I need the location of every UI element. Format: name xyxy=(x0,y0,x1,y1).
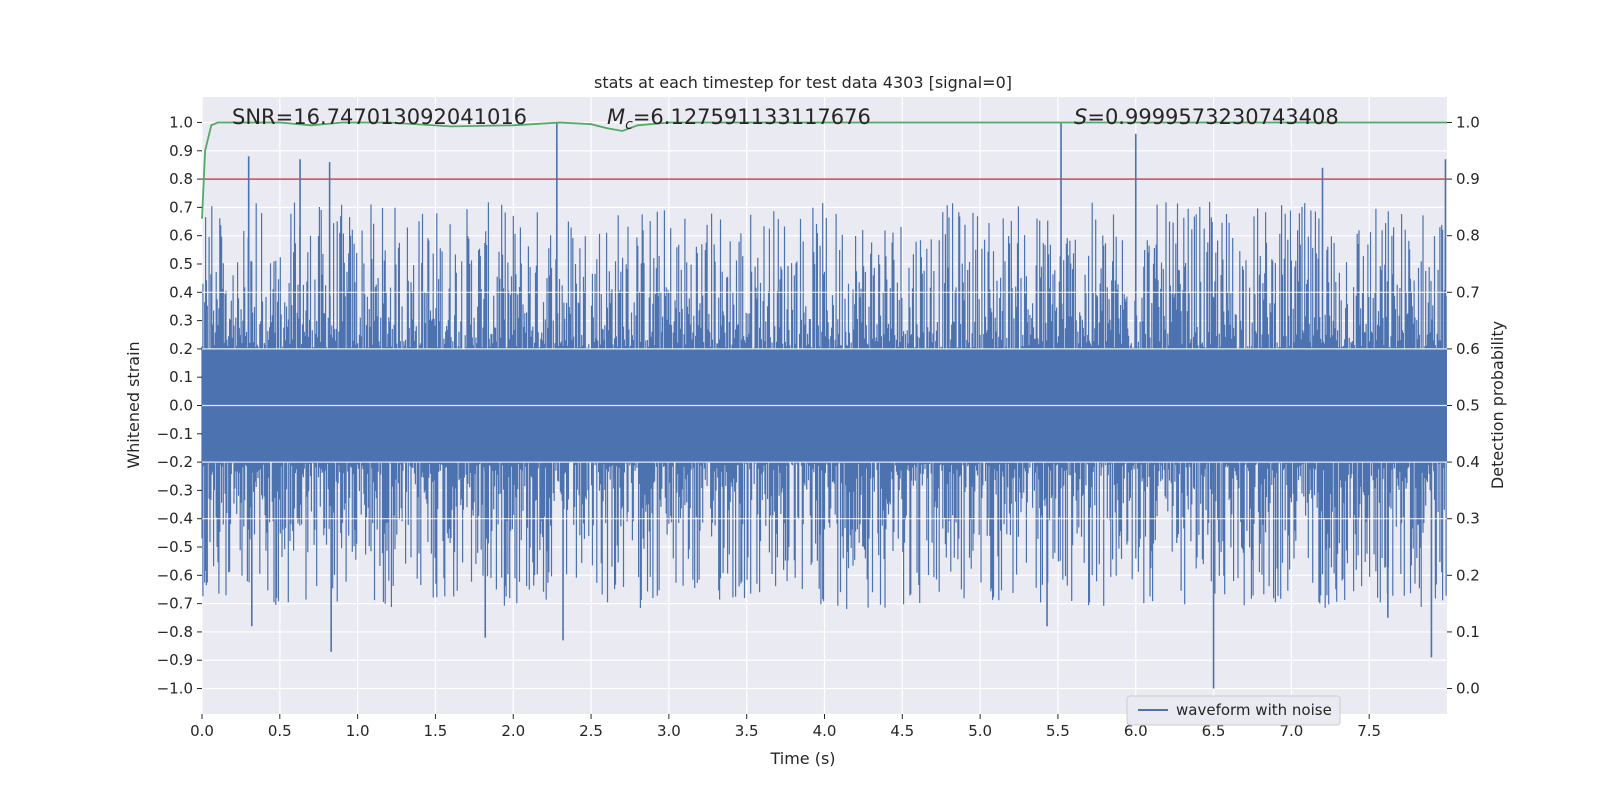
y-right-tick-label: 0.0 xyxy=(1456,680,1480,698)
x-tick-label: 4.0 xyxy=(813,722,837,740)
y-left-tick-label: 0.2 xyxy=(169,340,193,358)
y-left-tick-label: 0.4 xyxy=(169,283,193,301)
y-left-tick-label: −0.7 xyxy=(157,595,193,613)
y-right-tick-label: 0.6 xyxy=(1456,340,1480,358)
s-annotation: S=0.9999573230743408 xyxy=(1074,105,1339,129)
y-left-tick-label: −0.9 xyxy=(157,651,193,669)
x-tick-label: 6.0 xyxy=(1124,722,1148,740)
x-axis-label: Time (s) xyxy=(769,749,835,768)
y-left-tick-label: −0.3 xyxy=(157,481,193,499)
y-left-tick-label: 0.6 xyxy=(169,227,193,245)
y-left-tick-label: −0.5 xyxy=(157,538,193,556)
x-tick-label: 6.5 xyxy=(1202,722,1226,740)
y-right-tick-label: 0.5 xyxy=(1456,397,1480,415)
y-right-tick-label: 0.8 xyxy=(1456,227,1480,245)
y-right-tick-label: 0.9 xyxy=(1456,170,1480,188)
y-axis-label-left: Whitened strain xyxy=(124,341,143,468)
y-right-tick-label: 0.4 xyxy=(1456,453,1480,471)
s-value: =0.9999573230743408 xyxy=(1087,105,1338,129)
x-tick-label: 3.5 xyxy=(735,722,759,740)
chirp-mass-symbol: M xyxy=(607,105,625,129)
chart-title: stats at each timestep for test data 430… xyxy=(594,73,1012,92)
x-tick-label: 7.0 xyxy=(1279,722,1303,740)
chirp-mass-subscript: c xyxy=(625,117,633,133)
x-tick-label: 5.5 xyxy=(1046,722,1070,740)
x-tick-label: 7.5 xyxy=(1357,722,1381,740)
y-right-tick-label: 1.0 xyxy=(1456,113,1480,131)
y-left-tick-label: 0.1 xyxy=(169,368,193,386)
chirp-mass-annotation: Mc=6.127591133117676 xyxy=(607,105,871,133)
y-left-tick-label: 0.5 xyxy=(169,255,193,273)
legend-label-waveform: waveform with noise xyxy=(1176,701,1332,719)
x-tick-label: 2.5 xyxy=(579,722,603,740)
y-right-tick-label: 0.7 xyxy=(1456,283,1480,301)
y-right-tick-label: 0.2 xyxy=(1456,566,1480,584)
y-left-tick-label: −0.6 xyxy=(157,566,193,584)
x-tick-label: 0.0 xyxy=(190,722,214,740)
y-left-tick-label: −0.4 xyxy=(157,510,193,528)
y-left-tick-label: 0.3 xyxy=(169,312,193,330)
y-left-tick-label: 0.8 xyxy=(169,170,193,188)
legend-box xyxy=(1126,695,1341,726)
y-left-tick-label: −0.8 xyxy=(157,623,193,641)
y-left-tick-label: 0.7 xyxy=(169,198,193,216)
snr-annotation: SNR=16.747013092041016 xyxy=(232,105,527,129)
y-right-tick-label: 0.1 xyxy=(1456,623,1480,641)
x-tick-label: 1.5 xyxy=(424,722,448,740)
s-symbol: S xyxy=(1074,105,1087,129)
chirp-mass-value: =6.127591133117676 xyxy=(633,105,871,129)
x-tick-label: 0.5 xyxy=(268,722,292,740)
x-tick-label: 4.5 xyxy=(890,722,914,740)
y-left-tick-label: −1.0 xyxy=(157,680,193,698)
detection-probability-line xyxy=(201,121,1447,219)
y-left-tick-label: −0.2 xyxy=(157,453,193,471)
x-tick-label: 5.0 xyxy=(968,722,992,740)
plot-area: 0.0 0.5 1.0 1.5 2.0 2.5 3.0 3.5 4.0 4.5 5.0 5.5 6.0 6… xyxy=(157,97,1480,740)
y-right-tick-label: 0.3 xyxy=(1456,510,1480,528)
legend: waveform with noise xyxy=(1126,695,1341,726)
x-tick-label: 1.0 xyxy=(346,722,370,740)
y-axis-label-right: Detection probability xyxy=(1488,321,1507,489)
y-left-tick-label: 0.0 xyxy=(169,397,193,415)
y-left-tick-label: 1.0 xyxy=(169,113,193,131)
x-tick-label: 2.0 xyxy=(501,722,525,740)
y-left-tick-label: 0.9 xyxy=(169,142,193,160)
x-tick-label: 3.0 xyxy=(657,722,681,740)
y-left-tick-label: −0.1 xyxy=(157,425,193,443)
